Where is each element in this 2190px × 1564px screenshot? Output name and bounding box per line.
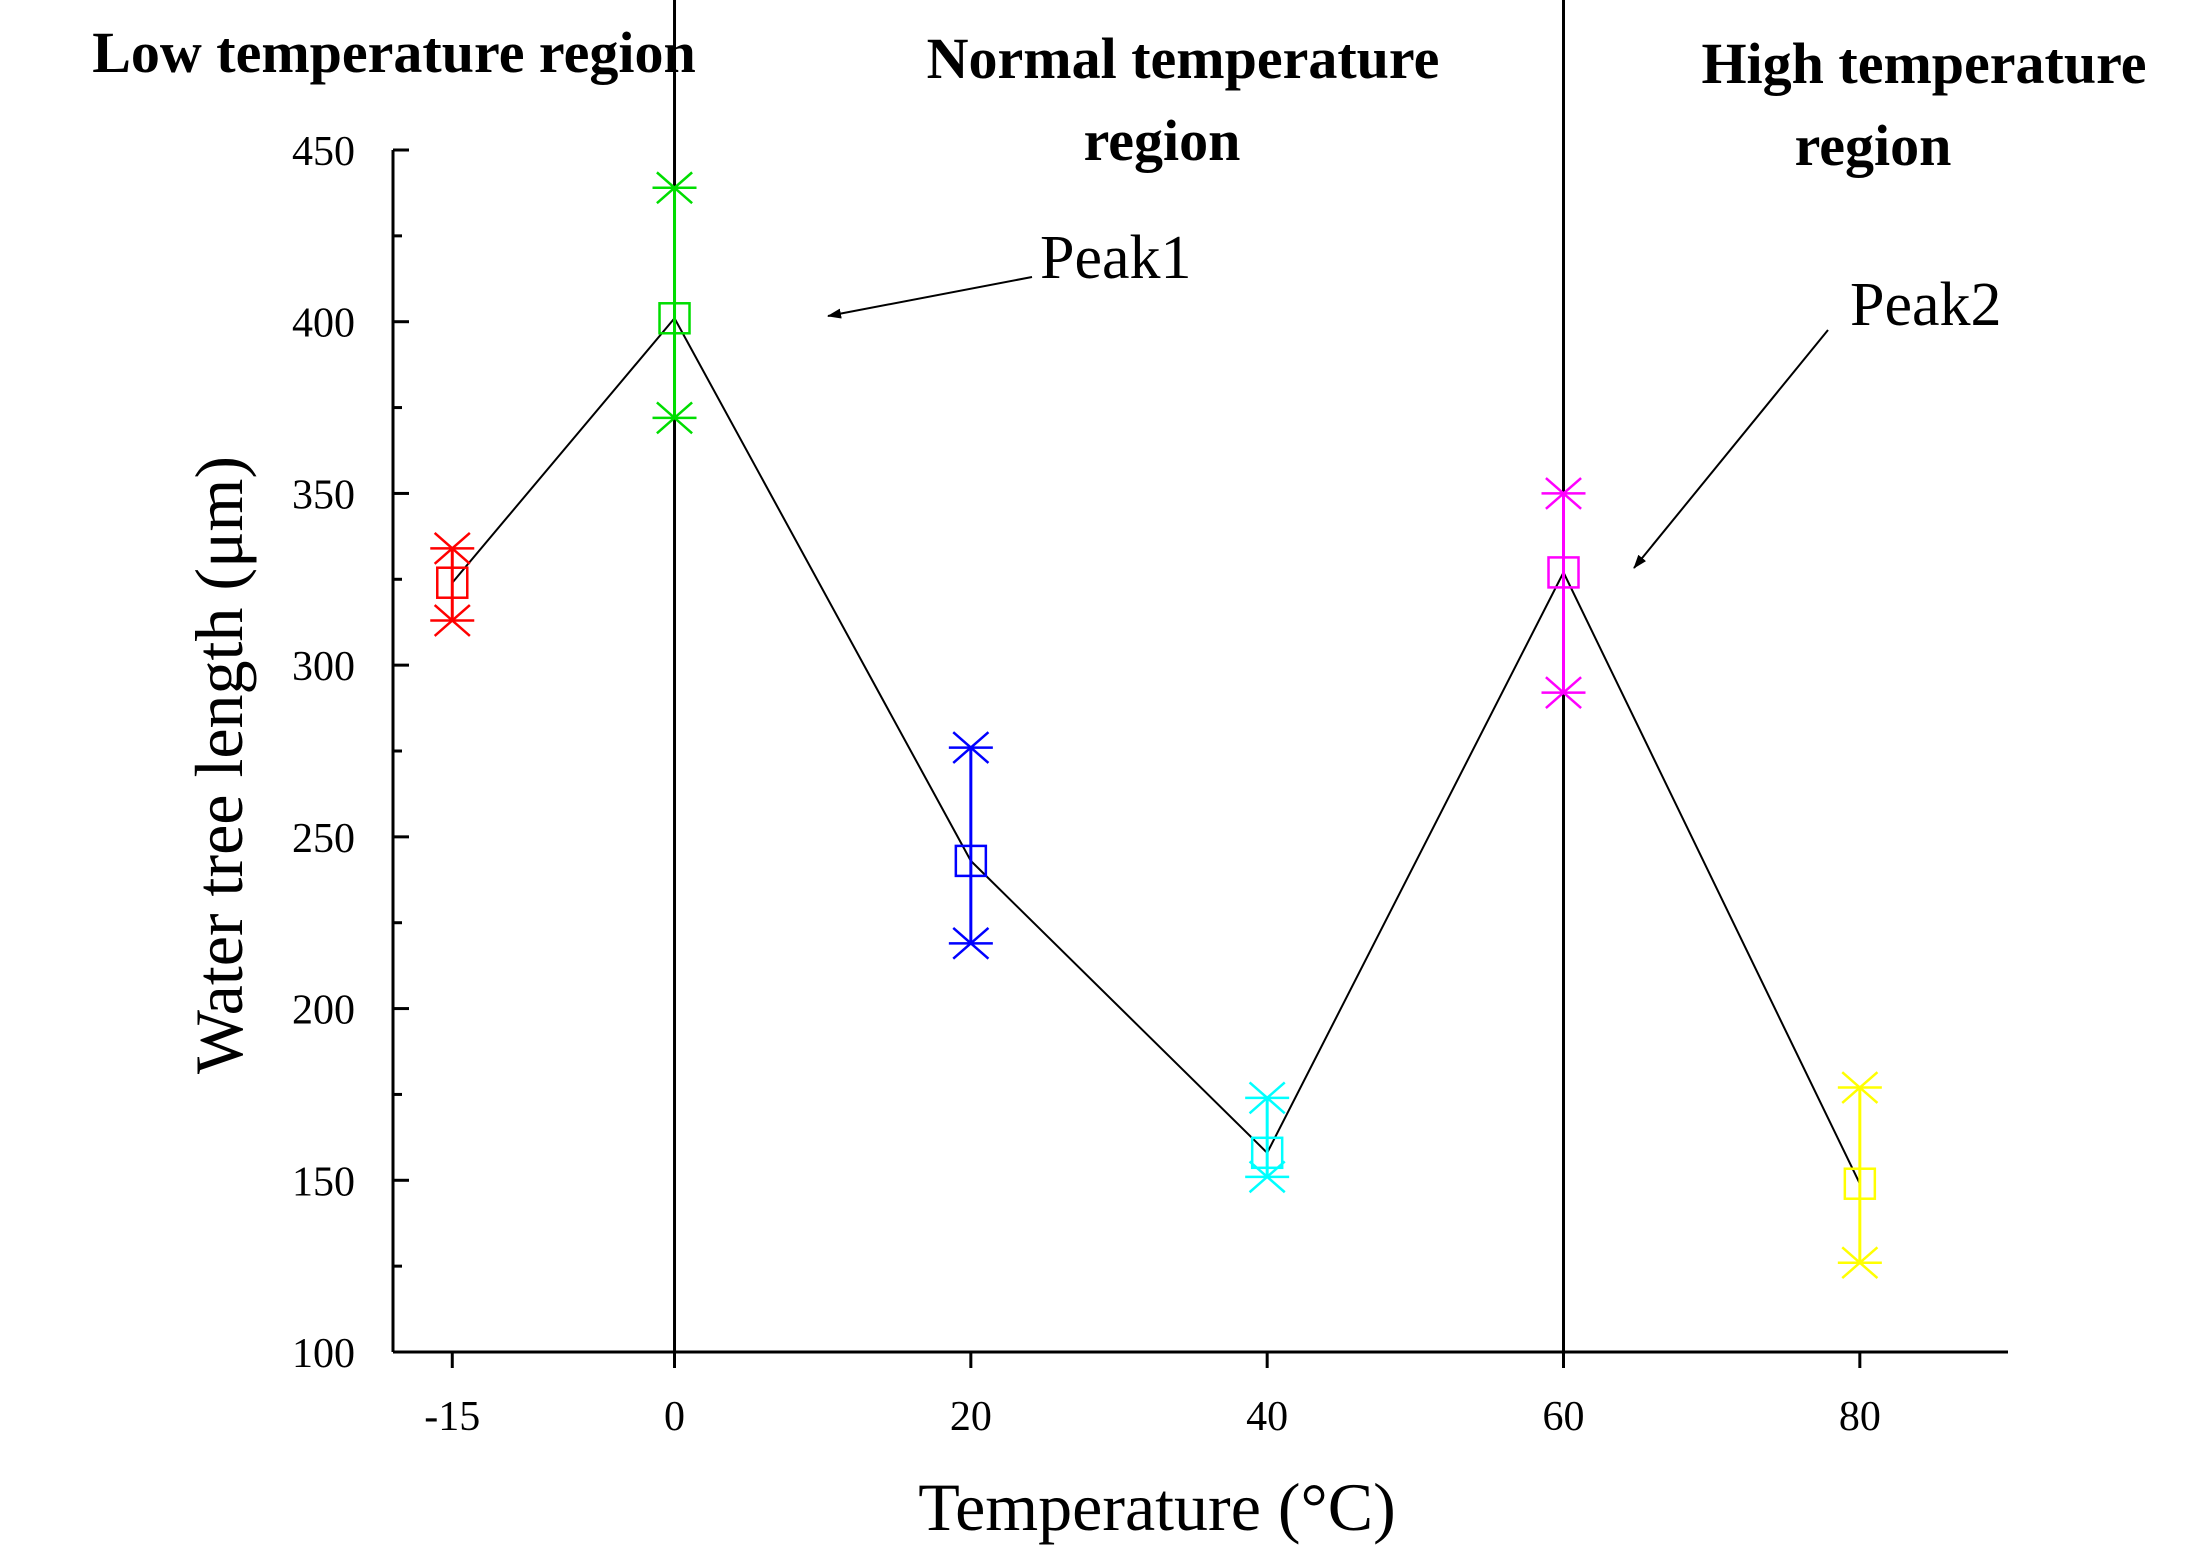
annotation-peak2: Peak2: [1850, 271, 2002, 339]
annotation-peak1-arrow: [827, 276, 1033, 319]
error-cap: [652, 171, 697, 205]
region-label-high-line1: High temperature: [1701, 31, 2146, 96]
data-point: [1250, 1136, 1284, 1170]
region-label-normal-line2: region: [1084, 108, 1241, 173]
y-tick-label: 400: [292, 301, 355, 347]
y-axis-title: Water tree length (μm): [181, 456, 257, 1074]
data-point: [436, 566, 469, 599]
error-cap: [1245, 1081, 1290, 1115]
error-cap: [430, 532, 475, 565]
region-label-low: Low temperature region: [92, 20, 696, 85]
y-tick-label: 100: [292, 1331, 355, 1377]
error-cap: [1837, 1246, 1882, 1280]
y-tick-label: 300: [292, 644, 355, 690]
error-cap: [948, 731, 993, 764]
error-cap: [1837, 1071, 1882, 1104]
x-axis-title: Temperature (°C): [918, 1469, 1395, 1545]
x-tick-label: 20: [950, 1394, 992, 1440]
region-label-high-line2: region: [1795, 113, 1952, 178]
x-tick-label: 60: [1543, 1394, 1585, 1440]
y-axis-ticks: 100 150 200 250 300 350 400 450: [292, 129, 409, 1377]
y-tick-label: 250: [292, 816, 355, 862]
region-label-normal-line1: Normal temperature: [927, 26, 1440, 91]
data-markers: [436, 302, 1877, 1200]
error-bars: [430, 171, 1882, 1280]
data-point: [954, 844, 988, 878]
y-tick-label: 350: [292, 472, 355, 518]
error-cap: [1541, 477, 1586, 510]
x-tick-label: 40: [1246, 1394, 1288, 1440]
x-tick-label: -15: [424, 1394, 480, 1440]
annotation-peak1: Peak1: [1040, 224, 1192, 292]
annotation-peak2-arrow: [1633, 329, 1829, 569]
x-tick-label: 0: [664, 1394, 685, 1440]
data-point: [658, 302, 691, 335]
data-point: [1843, 1167, 1877, 1200]
y-tick-label: 450: [292, 129, 355, 175]
data-point: [1547, 556, 1580, 589]
error-cap: [948, 926, 993, 960]
y-tick-label: 200: [292, 988, 355, 1034]
series-line: [451, 316, 1861, 1185]
x-axis-ticks: -15 0 20 40 60 80: [424, 1352, 1881, 1440]
error-cap: [430, 604, 475, 637]
error-cap: [652, 401, 697, 435]
y-tick-label: 150: [292, 1159, 355, 1205]
region-dividers: [673, 0, 1566, 1352]
error-cap: [1541, 676, 1586, 709]
x-tick-label: 80: [1839, 1394, 1881, 1440]
